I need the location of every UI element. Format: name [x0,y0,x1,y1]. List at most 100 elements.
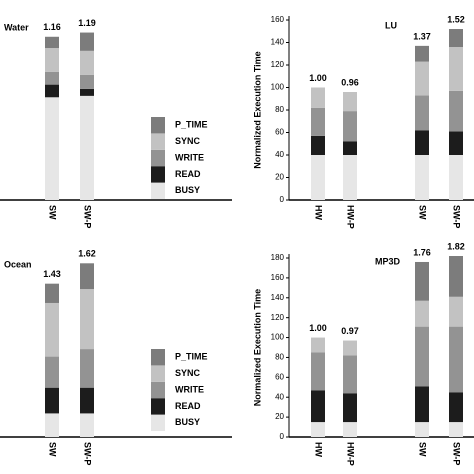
y-tick-label: 100 [271,83,285,92]
legend-swatch [151,349,165,366]
total-label: 1.76 [413,247,431,257]
bar-segment [415,130,429,155]
y-tick-label: 20 [275,173,284,182]
y-tick-label: 140 [271,38,285,47]
bar-segment [45,97,59,200]
bar-segment [415,261,429,301]
y-tick-label: 120 [271,60,285,69]
bar-segment [415,61,429,96]
bar-segment [311,135,325,155]
bar-segment [449,296,463,327]
bar-segment [343,92,357,112]
x-tick-label: SW-P [83,205,93,228]
bar-segment [415,422,429,437]
bar-segment [45,356,59,388]
bar-segment [45,36,59,49]
bar-segment [415,45,429,62]
legend-swatch [151,182,165,199]
y-axis-label: Normalized Execution Time [252,289,262,406]
bar-segment [449,131,463,155]
bar-segment [449,326,463,393]
y-tick-label: 80 [275,353,284,362]
y-tick-label: 140 [271,293,285,302]
legend-label: READ [175,401,201,411]
x-tick-label: HW [314,205,324,220]
y-tick-label: 40 [275,150,284,159]
bar-segment [415,386,429,423]
y-tick-label: 120 [271,313,285,322]
total-label: 0.96 [341,77,359,87]
total-label: 1.16 [43,22,61,32]
total-label: 1.19 [78,18,96,28]
y-tick-label: 40 [275,392,284,401]
bar-segment [80,50,94,75]
bar-segment [415,155,429,200]
bar-segment [311,352,325,391]
bar-segment [45,387,59,414]
legend-swatch [151,414,165,431]
x-tick-label: SW [48,205,58,220]
bar-segment [449,90,463,132]
bar-segment [80,74,94,89]
bar-segment [45,302,59,357]
bar-segment [80,289,94,350]
bar-segment [45,283,59,303]
bar-segment [343,111,357,142]
y-tick-label: 100 [271,333,285,342]
bar-segment [415,300,429,327]
bar-segment [343,155,357,200]
x-tick-label: HW [314,442,324,457]
legend-swatch [151,117,165,134]
bar-segment [343,141,357,155]
total-label: 1.00 [309,73,327,83]
x-tick-label: SW-P [83,442,93,465]
total-label: 1.37 [413,31,431,41]
y-tick-label: 20 [275,412,284,421]
bar-segment [415,326,429,387]
legend-label: BUSY [175,417,200,427]
bar-segment [449,422,463,437]
total-label: 0.97 [341,326,359,336]
chart-title: MP3D [375,256,401,266]
y-axis-label: Normalized Execution Time [252,51,262,168]
bar-segment [80,32,94,51]
bar-segment [80,263,94,290]
bar-segment [80,387,94,414]
bar-segment [311,107,325,136]
chart-title: LU [385,20,397,30]
bar-segment [45,84,59,98]
bar-segment [311,390,325,423]
bar-segment [80,413,94,437]
legend-label: SYNC [175,368,201,378]
total-label: 1.62 [78,249,96,259]
bar-segment [45,48,59,72]
bar-segment [343,422,357,437]
legend-swatch [151,398,165,415]
bar-segment [449,47,463,91]
legend-swatch [151,381,165,399]
chart-title: Ocean [4,259,32,269]
bar-segment [311,337,325,353]
bar-segment [343,355,357,394]
legend-label: SYNC [175,136,201,146]
y-tick-label: 180 [271,253,285,262]
total-label: 1.82 [447,241,465,251]
y-tick-label: 60 [275,372,284,381]
bar-segment [449,392,463,423]
bar-segment [449,155,463,200]
x-tick-label: SW-P [452,205,462,228]
legend-label: WRITE [175,152,204,162]
bar-segment [343,393,357,423]
bar-segment [311,87,325,108]
x-tick-label: SW [418,205,428,220]
bar-segment [45,71,59,85]
legend-label: READ [175,169,201,179]
legend-swatch [151,365,165,382]
x-tick-label: SW-P [452,442,462,465]
bar-segment [80,88,94,96]
legend-label: WRITE [175,384,204,394]
bar-segment [80,95,94,200]
legend-label: P_TIME [175,120,208,130]
legend-swatch [151,133,165,150]
